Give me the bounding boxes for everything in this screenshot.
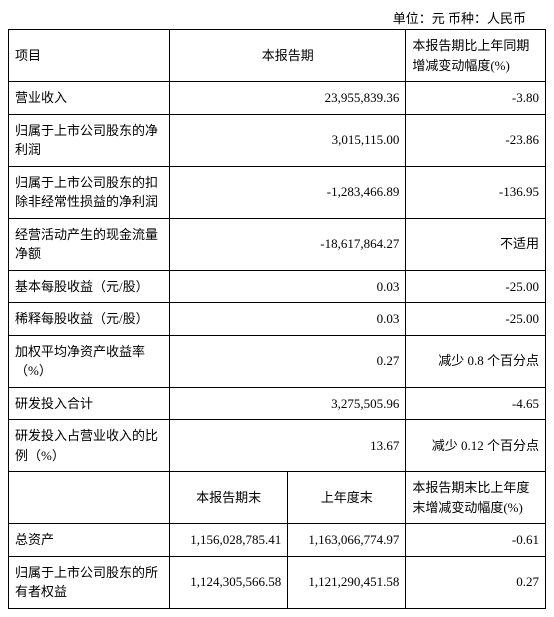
row-value: 23,955,839.36 <box>170 82 406 115</box>
unit-line: 单位：元 币种：人民币 <box>8 8 546 29</box>
row-change: -4.65 <box>406 387 546 420</box>
row-label: 归属于上市公司股东的所有者权益 <box>9 556 170 608</box>
row-change: -136.95 <box>406 166 546 218</box>
table-header-row-2: 本报告期末 上年度末 本报告期末比上年度末增减变动幅度(%) <box>9 472 546 524</box>
table-row: 基本每股收益（元/股） 0.03 -25.00 <box>9 270 546 303</box>
row-v1: 1,156,028,785.41 <box>170 524 288 557</box>
hdr2-empty <box>9 472 170 524</box>
table-row: 营业收入 23,955,839.36 -3.80 <box>9 82 546 115</box>
row-v2: 1,163,066,774.97 <box>288 524 406 557</box>
row-v1: 1,124,305,566.58 <box>170 556 288 608</box>
row-change: -3.80 <box>406 82 546 115</box>
row-label: 营业收入 <box>9 82 170 115</box>
hdr2-change: 本报告期末比上年度末增减变动幅度(%) <box>406 472 546 524</box>
hdr-item: 项目 <box>9 30 170 82</box>
row-label: 稀释每股收益（元/股） <box>9 303 170 336</box>
row-label: 归属于上市公司股东的扣除非经常性损益的净利润 <box>9 166 170 218</box>
row-label: 经营活动产生的现金流量净额 <box>9 218 170 270</box>
row-label: 基本每股收益（元/股） <box>9 270 170 303</box>
row-change: 不适用 <box>406 218 546 270</box>
hdr2-end-current: 本报告期末 <box>170 472 288 524</box>
row-label: 归属于上市公司股东的净利润 <box>9 114 170 166</box>
table-row: 归属于上市公司股东的净利润 3,015,115.00 -23.86 <box>9 114 546 166</box>
row-change: -25.00 <box>406 303 546 336</box>
row-change: 减少 0.8 个百分点 <box>406 335 546 387</box>
table-row: 研发投入合计 3,275,505.96 -4.65 <box>9 387 546 420</box>
hdr-current-period: 本报告期 <box>170 30 406 82</box>
row-change: -0.61 <box>406 524 546 557</box>
row-value: -1,283,466.89 <box>170 166 406 218</box>
row-value: 3,015,115.00 <box>170 114 406 166</box>
table-row: 总资产 1,156,028,785.41 1,163,066,774.97 -0… <box>9 524 546 557</box>
hdr-yoy-change: 本报告期比上年同期增减变动幅度(%) <box>406 30 546 82</box>
row-change: 减少 0.12 个百分点 <box>406 420 546 472</box>
table-header-row: 项目 本报告期 本报告期比上年同期增减变动幅度(%) <box>9 30 546 82</box>
row-change: 0.27 <box>406 556 546 608</box>
row-value: 3,275,505.96 <box>170 387 406 420</box>
table-row: 归属于上市公司股东的扣除非经常性损益的净利润 -1,283,466.89 -13… <box>9 166 546 218</box>
row-value: 13.67 <box>170 420 406 472</box>
row-value: 0.03 <box>170 303 406 336</box>
row-change: -25.00 <box>406 270 546 303</box>
row-label: 加权平均净资产收益率（%） <box>9 335 170 387</box>
row-label: 研发投入占营业收入的比例（%） <box>9 420 170 472</box>
table-row: 归属于上市公司股东的所有者权益 1,124,305,566.58 1,121,2… <box>9 556 546 608</box>
row-value: 0.03 <box>170 270 406 303</box>
row-v2: 1,121,290,451.58 <box>288 556 406 608</box>
table-row: 研发投入占营业收入的比例（%） 13.67 减少 0.12 个百分点 <box>9 420 546 472</box>
row-value: -18,617,864.27 <box>170 218 406 270</box>
row-value: 0.27 <box>170 335 406 387</box>
hdr2-end-last: 上年度末 <box>288 472 406 524</box>
table-row: 加权平均净资产收益率（%） 0.27 减少 0.8 个百分点 <box>9 335 546 387</box>
table-row: 稀释每股收益（元/股） 0.03 -25.00 <box>9 303 546 336</box>
row-label: 研发投入合计 <box>9 387 170 420</box>
row-label: 总资产 <box>9 524 170 557</box>
financial-table: 项目 本报告期 本报告期比上年同期增减变动幅度(%) 营业收入 23,955,8… <box>8 29 546 609</box>
table-row: 经营活动产生的现金流量净额 -18,617,864.27 不适用 <box>9 218 546 270</box>
row-change: -23.86 <box>406 114 546 166</box>
